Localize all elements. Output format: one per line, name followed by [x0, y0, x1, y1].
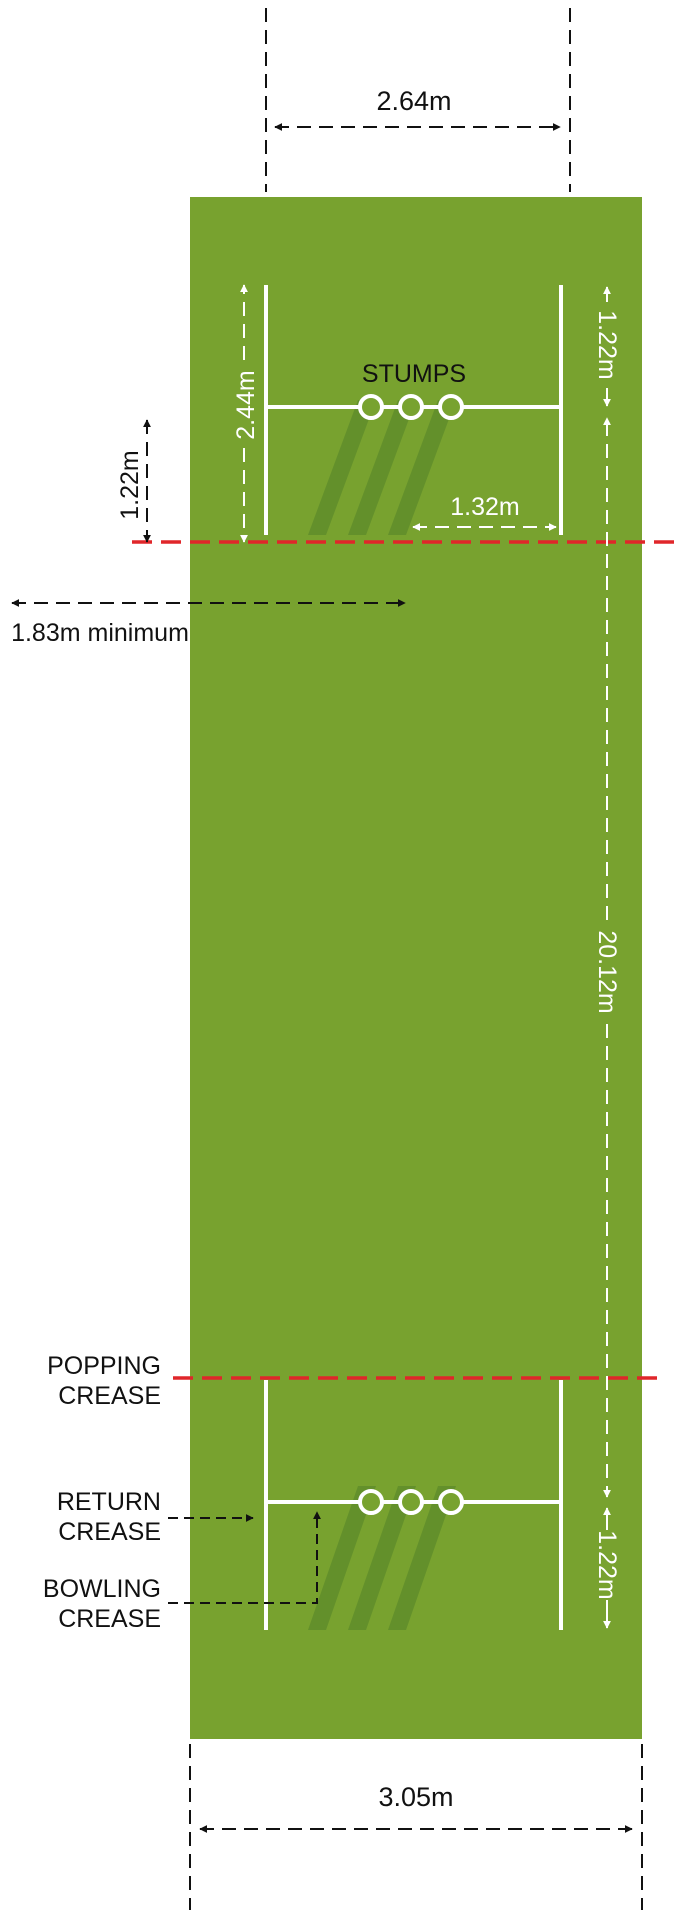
label-20-12m: 20.12m	[593, 930, 621, 1013]
legend-popping-crease-1: POPPING	[47, 1352, 161, 1380]
stump-circle	[358, 1489, 384, 1515]
legend-return-crease-1: RETURN	[57, 1488, 161, 1516]
stumps-shadow-bottom	[308, 1486, 456, 1630]
legend-return-crease-2: CREASE	[58, 1518, 161, 1546]
label-2-44m: 2.44m	[232, 370, 260, 439]
label-1-83m-minimum: 1.83m minimum	[11, 619, 189, 647]
stump-circle	[438, 394, 464, 420]
bowling-crease-pointer	[168, 1511, 321, 1604]
label-2-64m: 2.64m	[376, 86, 451, 116]
stump-circle	[398, 1489, 424, 1515]
label-1-22m-top-right: 1.22m	[593, 310, 621, 379]
label-3-05m: 3.05m	[378, 1782, 453, 1812]
legend-popping-crease-2: CREASE	[58, 1382, 161, 1410]
stumps-shadow-top	[308, 400, 456, 535]
label-stumps: STUMPS	[362, 360, 466, 388]
stumps-top	[358, 394, 464, 420]
stump-circle	[398, 394, 424, 420]
legend-bowling-crease-1: BOWLING	[43, 1575, 161, 1603]
label-1-22m-bottom-right: 1.22m	[593, 1530, 621, 1599]
label-1-32m: 1.32m	[450, 493, 519, 521]
stump-circle	[438, 1489, 464, 1515]
label-1-22m-left: 1.22m	[116, 450, 144, 519]
stump-circle	[358, 394, 384, 420]
stumps-bottom	[358, 1489, 464, 1515]
legend-bowling-crease-2: CREASE	[58, 1605, 161, 1633]
